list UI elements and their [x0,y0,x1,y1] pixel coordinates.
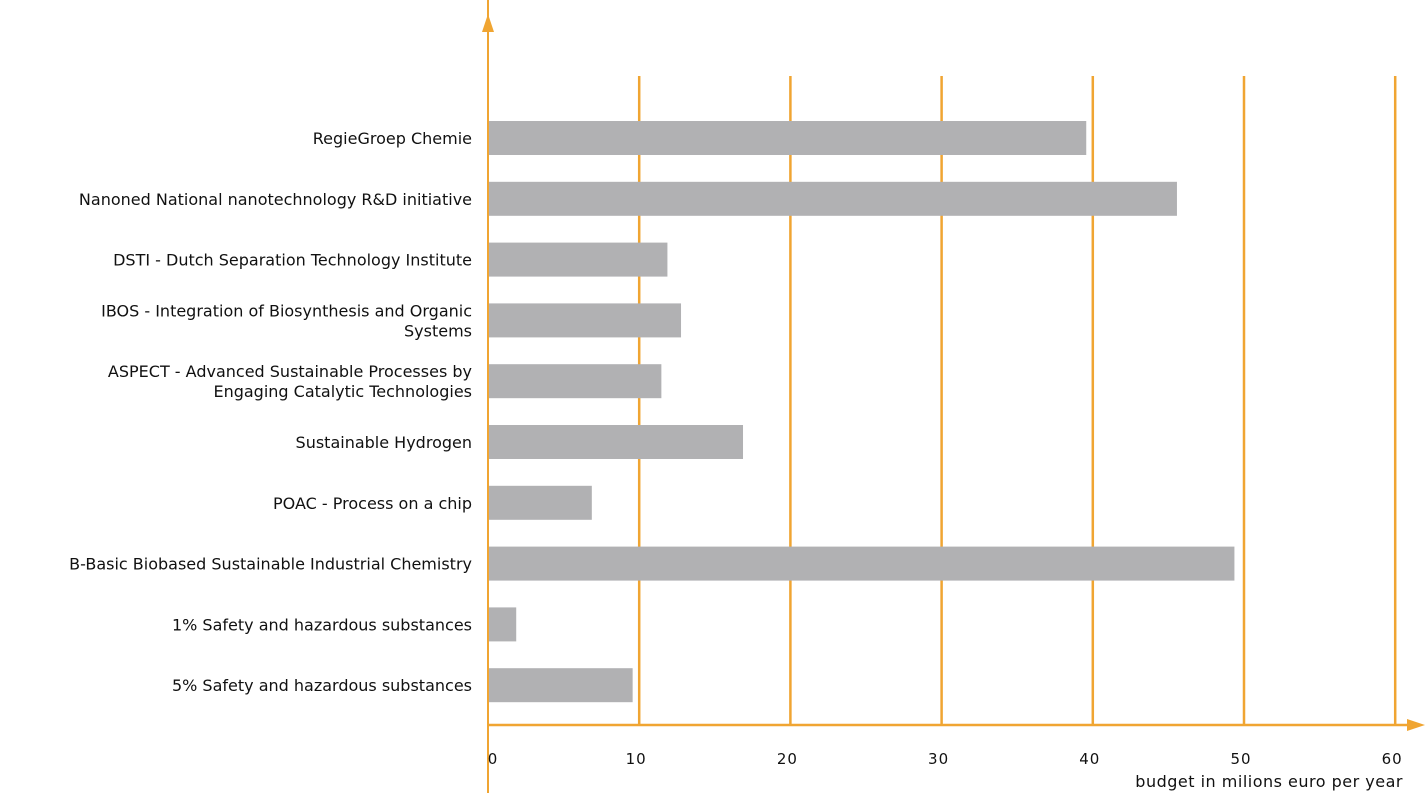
axes [482,0,1425,793]
bar [489,121,1087,155]
category-label-line: Nanoned National nanotechnology R&D init… [79,190,472,209]
x-tick-label: 40 [1079,750,1100,768]
category-label: IBOS - Integration of Biosynthesis and O… [101,301,472,340]
category-label: DSTI - Dutch Separation Technology Insti… [113,251,472,270]
category-label-line: IBOS - Integration of Biosynthesis and O… [101,301,472,320]
category-label-line: DSTI - Dutch Separation Technology Insti… [113,251,472,270]
category-label-line: POAC - Process on a chip [273,494,472,513]
bar [489,242,668,277]
bar [489,668,633,703]
category-label-line: Engaging Catalytic Technologies [213,382,472,401]
gridlines [637,76,1397,725]
bar [489,303,682,338]
category-label: 5% Safety and hazardous substances [172,676,472,695]
bar [489,425,744,459]
category-label-line: B-Basic Biobased Sustainable Industrial … [69,555,472,574]
bar [489,546,1235,581]
x-tick-label: 10 [626,750,647,768]
bar [489,181,1177,216]
category-label: B-Basic Biobased Sustainable Industrial … [69,555,472,574]
category-label: ASPECT - Advanced Sustainable Processes … [108,362,472,401]
category-label: Sustainable Hydrogen [296,433,472,452]
category-label-line: Sustainable Hydrogen [296,433,472,452]
category-label: RegieGroep Chemie [313,129,472,148]
category-label: 1% Safety and hazardous substances [172,615,472,634]
y-axis-arrowhead [482,14,494,32]
category-label-line: 1% Safety and hazardous substances [172,615,472,634]
x-axis-arrowhead [1407,719,1425,731]
bars [489,121,1235,703]
category-label: Nanoned National nanotechnology R&D init… [79,190,472,209]
x-tick-label: 30 [928,750,949,768]
category-label-line: 5% Safety and hazardous substances [172,676,472,695]
category-label: POAC - Process on a chip [273,494,472,513]
x-tick-label: 60 [1382,750,1403,768]
category-label-line: Systems [404,321,472,340]
bar [489,485,592,520]
category-labels: RegieGroep Chemie Nanoned National nanote… [69,129,472,695]
bar [489,364,662,399]
bar [489,607,517,642]
x-tick-label: 20 [777,750,798,768]
x-tick-label: 50 [1230,750,1251,768]
category-label-line: RegieGroep Chemie [313,129,472,148]
x-tick-labels: 0 10 20 30 40 50 60 [488,750,1403,768]
category-label-line: ASPECT - Advanced Sustainable Processes … [108,362,472,381]
x-tick-label: 0 [488,750,499,768]
x-axis-title: budget in milions euro per year [1135,772,1403,791]
